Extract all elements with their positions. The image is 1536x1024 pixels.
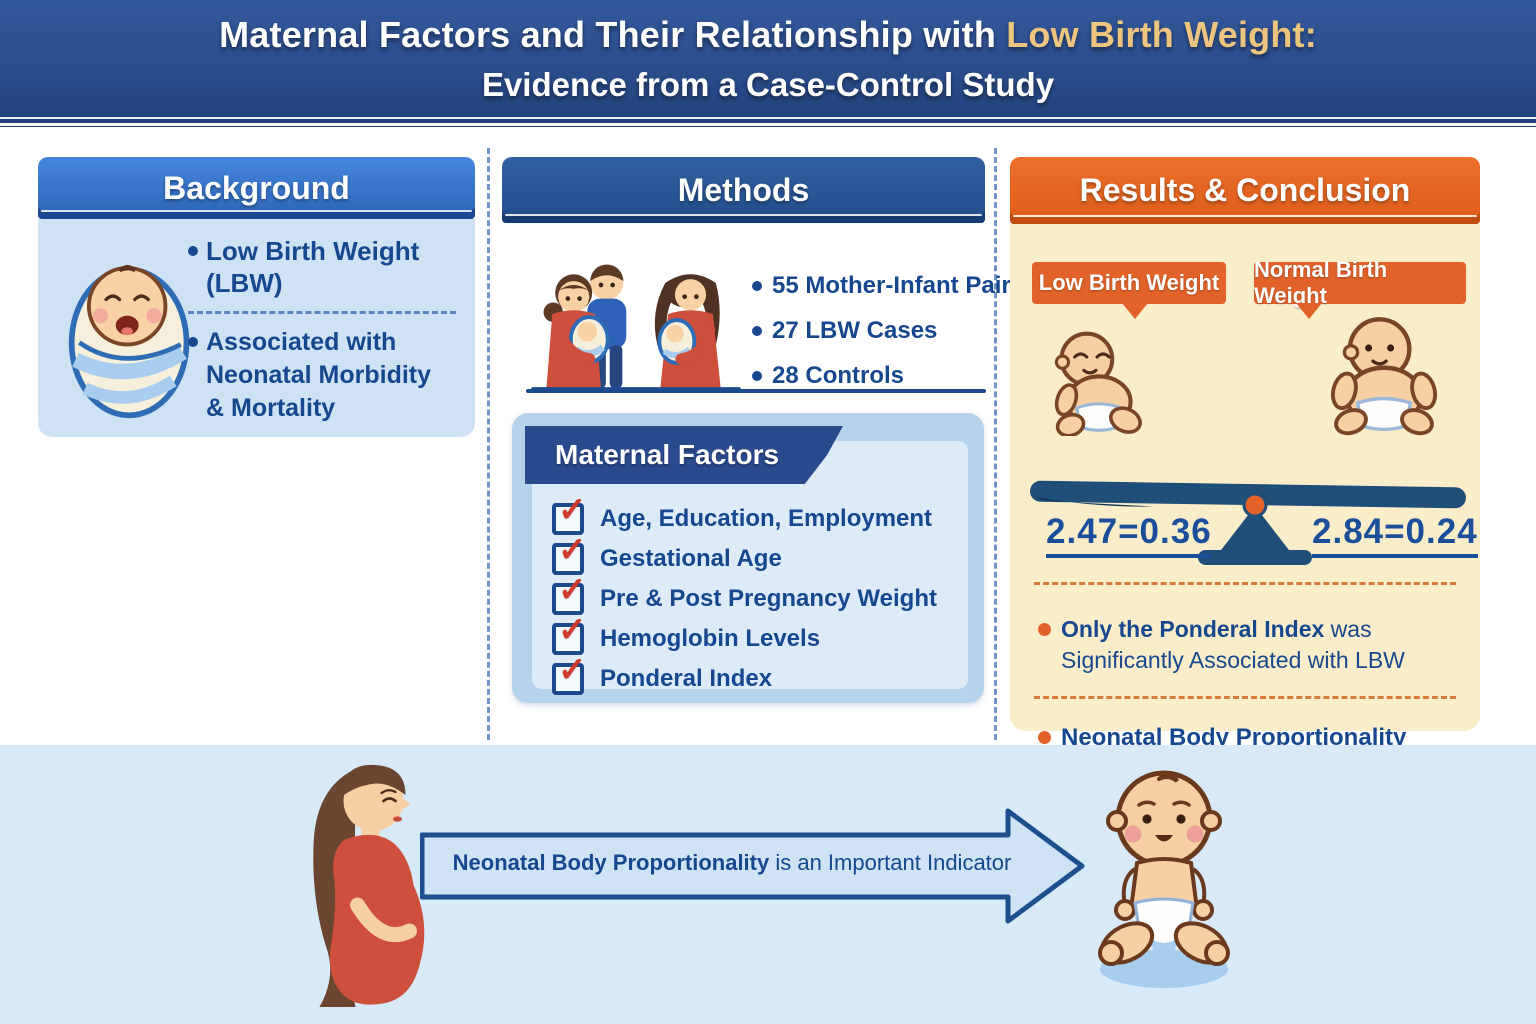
checklist-item: ✓ Ponderal Index [552,653,954,699]
methods-underline [526,389,986,393]
finding1-bold: Ponderal Index [1159,616,1325,642]
bullet-dot-icon [752,281,762,291]
checkbox-icon: ✓ [552,613,587,655]
bullet-dot-icon [188,337,198,347]
checklist-label: Ponderal Index [600,665,773,692]
results-panel-body: Low Birth Weight Normal Birth Weight [1010,224,1480,781]
checklist-item: ✓ Gestational Age [552,533,954,579]
main-title-line1: Maternal Factors and Their Relationship … [0,14,1536,56]
check-icon: ✓ [558,491,587,529]
checklist-label: Hemoglobin Levels [600,625,821,652]
finding-ponderal-index: Only the Ponderal Index was Significantl… [1038,614,1453,676]
checkbox-icon: ✓ [552,493,587,535]
methods-stats-list: 55 Mother-Infant Pairs 27 LBW Cases 28 C… [752,272,1024,407]
checkbox-icon: ✓ [552,573,587,615]
finding1-post: was Significantly Associated with LBW [1061,616,1405,673]
banner-divider-line2 [0,123,1536,126]
arrow-message: Neonatal Body Proportionality is an Impo… [432,850,1032,876]
background-dashed-divider [188,311,456,314]
results-panel-header: Results & Conclusion [1010,157,1480,224]
orange-bullet-icon [1038,623,1051,636]
checklist-label: Age, Education, Employment [600,505,933,532]
bubble-tail [1296,303,1322,319]
swaddled-baby-illustration [68,265,190,419]
nbw-baby-illustration [1330,317,1438,436]
column-divider-1 [487,148,490,740]
checklist-label: Gestational Age [600,545,782,572]
seesaw-illustration [1030,480,1466,565]
checklist-item: ✓ Pre & Post Pregnancy Weight [552,573,954,619]
stat-mother-infant-pairs: 55 Mother-Infant Pairs [752,272,1024,300]
maternal-factors-title: Maternal Factors [555,439,780,470]
stat-label: 27 LBW Cases [772,317,938,344]
stat-label: 28 Controls [772,362,905,389]
checkbox-icon: ✓ [552,533,587,575]
methods-title: Methods [677,171,810,208]
nbw-value: 2.84=0.24 [1312,512,1478,558]
arrow-message-rest: is an Important Indicator [769,850,1012,875]
background-panel-header: Background [38,157,475,219]
bubble-tail [1122,303,1148,319]
orange-bullet-icon [1038,731,1051,744]
background-bullet-2: Associated with Neonatal Morbidity & Mor… [188,326,460,425]
check-icon: ✓ [558,531,587,569]
finding1-pre: Only the [1061,616,1160,642]
checklist-label: Pre & Post Pregnancy Weight [600,585,937,612]
check-icon: ✓ [558,571,587,609]
footer-strip: Neonatal Body Proportionality is an Impo… [0,745,1536,1024]
main-title-line2: Evidence from a Case-Control Study [481,66,1055,103]
sitting-baby-illustration [1098,770,1230,988]
arrow-message-bold: Neonatal Body Proportionality [452,850,770,875]
maternal-factors-ribbon: Maternal Factors [525,426,843,484]
maternal-factors-box: Maternal Factors ✓ Age, Education, Emplo… [512,413,984,703]
column-divider-2 [994,148,997,740]
checklist-item: ✓ Hemoglobin Levels [552,613,954,659]
results-title: Results & Conclusion [1079,172,1411,208]
pregnant-woman-illustration [313,764,425,1007]
check-icon: ✓ [558,611,587,649]
background-title: Background [163,169,350,206]
nbw-bubble-label: Normal Birth Weight [1254,257,1388,308]
background-item1-label: Low Birth Weight (LBW) [206,236,420,298]
title-plain: Maternal Factors and Their Relationship … [219,14,1007,55]
background-text: Low Birth Weight (LBW) Associated with N… [188,235,460,425]
results-dashed-divider-2 [1034,696,1456,699]
arrow-banner [420,808,1085,924]
methods-panel-header: Methods [502,157,985,223]
bullet-dot-icon [752,371,762,381]
bullet-dot-icon [752,326,762,336]
background-panel-body: Low Birth Weight (LBW) Associated with N… [38,219,475,437]
stat-lbw-cases: 27 LBW Cases [752,317,992,345]
lbw-bubble-label: Low Birth Weight [1038,270,1220,295]
bullet-dot-icon [188,246,198,256]
lbw-baby-illustration [1054,331,1142,436]
title-highlight: Low Birth Weight: [1006,14,1317,55]
maternal-factors-list: ✓ Age, Education, Employment ✓ Gestation… [552,493,954,699]
background-item2-label: Associated with Neonatal Morbidity & Mor… [206,328,432,422]
banner-divider-line [0,117,1536,119]
finding1-text: Only the Ponderal Index was Significantl… [1061,614,1453,676]
stat-label: 55 Mother-Infant Pairs [772,272,1025,299]
checklist-item: ✓ Age, Education, Employment [552,493,954,539]
title-banner: Maternal Factors and Their Relationship … [0,0,1536,127]
lbw-value: 2.47=0.36 [1046,512,1212,558]
check-icon: ✓ [558,651,587,689]
stat-controls: 28 Controls [752,362,992,390]
results-dashed-divider-1 [1034,582,1456,585]
background-bullet-1: Low Birth Weight (LBW) [188,235,460,299]
nbw-bubble: Normal Birth Weight [1254,257,1466,319]
lbw-bubble: Low Birth Weight [1032,262,1226,319]
checkbox-icon: ✓ [552,653,587,695]
family-illustration [530,264,742,393]
